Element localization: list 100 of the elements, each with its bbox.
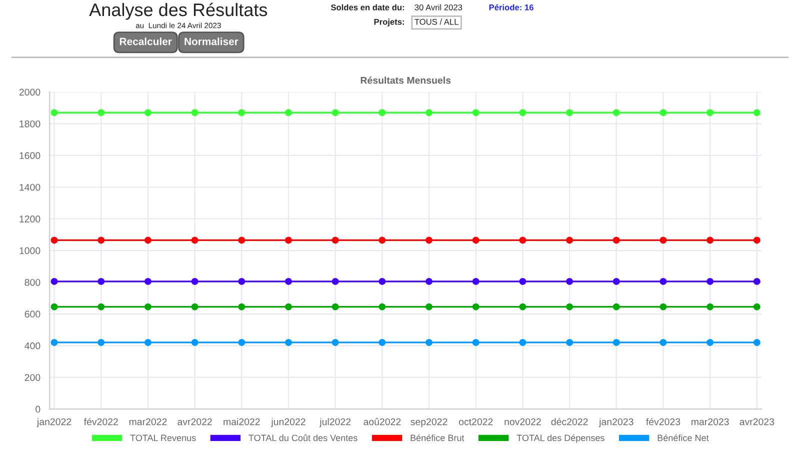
point: [426, 303, 432, 310]
point: [706, 278, 714, 285]
point: [519, 236, 526, 244]
point: [285, 303, 292, 310]
point: [472, 109, 480, 116]
point: [191, 236, 198, 244]
point: [285, 236, 292, 244]
point: [191, 339, 198, 346]
point: [472, 339, 480, 346]
point: [285, 109, 292, 116]
point: [753, 109, 760, 116]
x-tick-label: fév2022: [84, 418, 118, 426]
text: Projets:: [374, 18, 404, 26]
point: [98, 278, 105, 285]
x-tick-label: jan2022: [36, 418, 72, 428]
point: [566, 339, 574, 346]
point: [332, 278, 339, 285]
point: [144, 278, 152, 285]
y-tick-label: 1400: [20, 184, 40, 191]
y-tick-label: 1200: [20, 216, 40, 222]
point: [612, 339, 620, 346]
y-tick-label: 2000: [19, 88, 40, 96]
point: [660, 109, 667, 116]
point: [144, 303, 152, 310]
point: [426, 339, 432, 346]
legend-label: TOTAL des Dépenses: [516, 434, 604, 443]
x-tick-label: oct2022: [458, 418, 493, 426]
x-tick-label: sep2022: [410, 418, 448, 428]
point: [50, 236, 58, 244]
point: [706, 303, 714, 310]
point: [566, 109, 574, 116]
x-tick-label: aoû2022: [364, 418, 401, 426]
x-tick-label: jan2023: [598, 418, 634, 428]
y-tick-label: 600: [24, 310, 40, 318]
x-tick-label: déc2022: [551, 418, 588, 426]
point: [378, 339, 386, 346]
x-tick-label: mar2022: [129, 418, 167, 426]
point: [238, 303, 246, 310]
legend-label: Bénéfice Brut: [410, 434, 464, 442]
x-tick-label: jul2022: [319, 418, 351, 428]
point: [332, 109, 339, 116]
point: [472, 303, 480, 310]
point: [378, 303, 386, 310]
text: TOUS / ALL: [414, 18, 458, 25]
point: [50, 278, 58, 285]
point: [238, 236, 246, 244]
x-tick-label: jun2022: [270, 418, 306, 428]
text: Recalculer: [120, 38, 172, 46]
point: [332, 339, 339, 346]
point: [612, 109, 620, 116]
point: [706, 236, 714, 244]
point: [519, 109, 526, 116]
x-tick-label: mai2022: [224, 418, 260, 426]
point: [285, 339, 292, 346]
point: [519, 303, 526, 310]
point: [753, 278, 760, 285]
x-tick-label: mar2023: [692, 418, 729, 426]
legend-label: TOTAL du Coût des Ventes: [248, 434, 358, 442]
point: [378, 278, 386, 285]
point: [191, 109, 198, 116]
point: [191, 278, 198, 285]
point: [753, 236, 760, 244]
chart-title: Résultats Mensuels: [360, 76, 451, 84]
legend-label: TOTAL Revenus: [130, 434, 196, 442]
point: [378, 109, 386, 116]
point: [98, 303, 105, 310]
point: [144, 109, 152, 116]
point: [426, 278, 432, 285]
y-tick-label: 0: [36, 406, 40, 413]
y-tick-label: 200: [24, 374, 40, 381]
point: [612, 303, 620, 310]
text: Période: 16: [489, 4, 534, 10]
point: [144, 236, 152, 244]
point: [144, 339, 152, 346]
point: [238, 339, 246, 346]
y-tick-label: 1800: [20, 120, 40, 128]
point: [238, 278, 246, 285]
point: [472, 236, 480, 244]
point: [332, 236, 339, 244]
point: [50, 109, 58, 116]
x-tick-label: avr2023: [740, 418, 774, 426]
text: Analyse des Résultats: [89, 2, 268, 20]
point: [660, 278, 667, 285]
point: [426, 236, 432, 244]
point: [519, 339, 526, 346]
point: [660, 339, 667, 346]
point: [98, 339, 105, 346]
y-tick-label: 1600: [20, 152, 40, 160]
x-tick-label: avr2022: [178, 418, 212, 426]
point: [566, 278, 574, 285]
point: [191, 303, 198, 310]
point: [50, 303, 58, 310]
y-tick-label: 1000: [20, 247, 40, 254]
point: [753, 339, 760, 346]
point: [566, 303, 574, 310]
point: [706, 109, 714, 116]
text: Soldes en date du:: [330, 4, 404, 10]
point: [378, 236, 386, 244]
text: 30 Avril 2023: [414, 4, 462, 10]
point: [706, 339, 714, 346]
